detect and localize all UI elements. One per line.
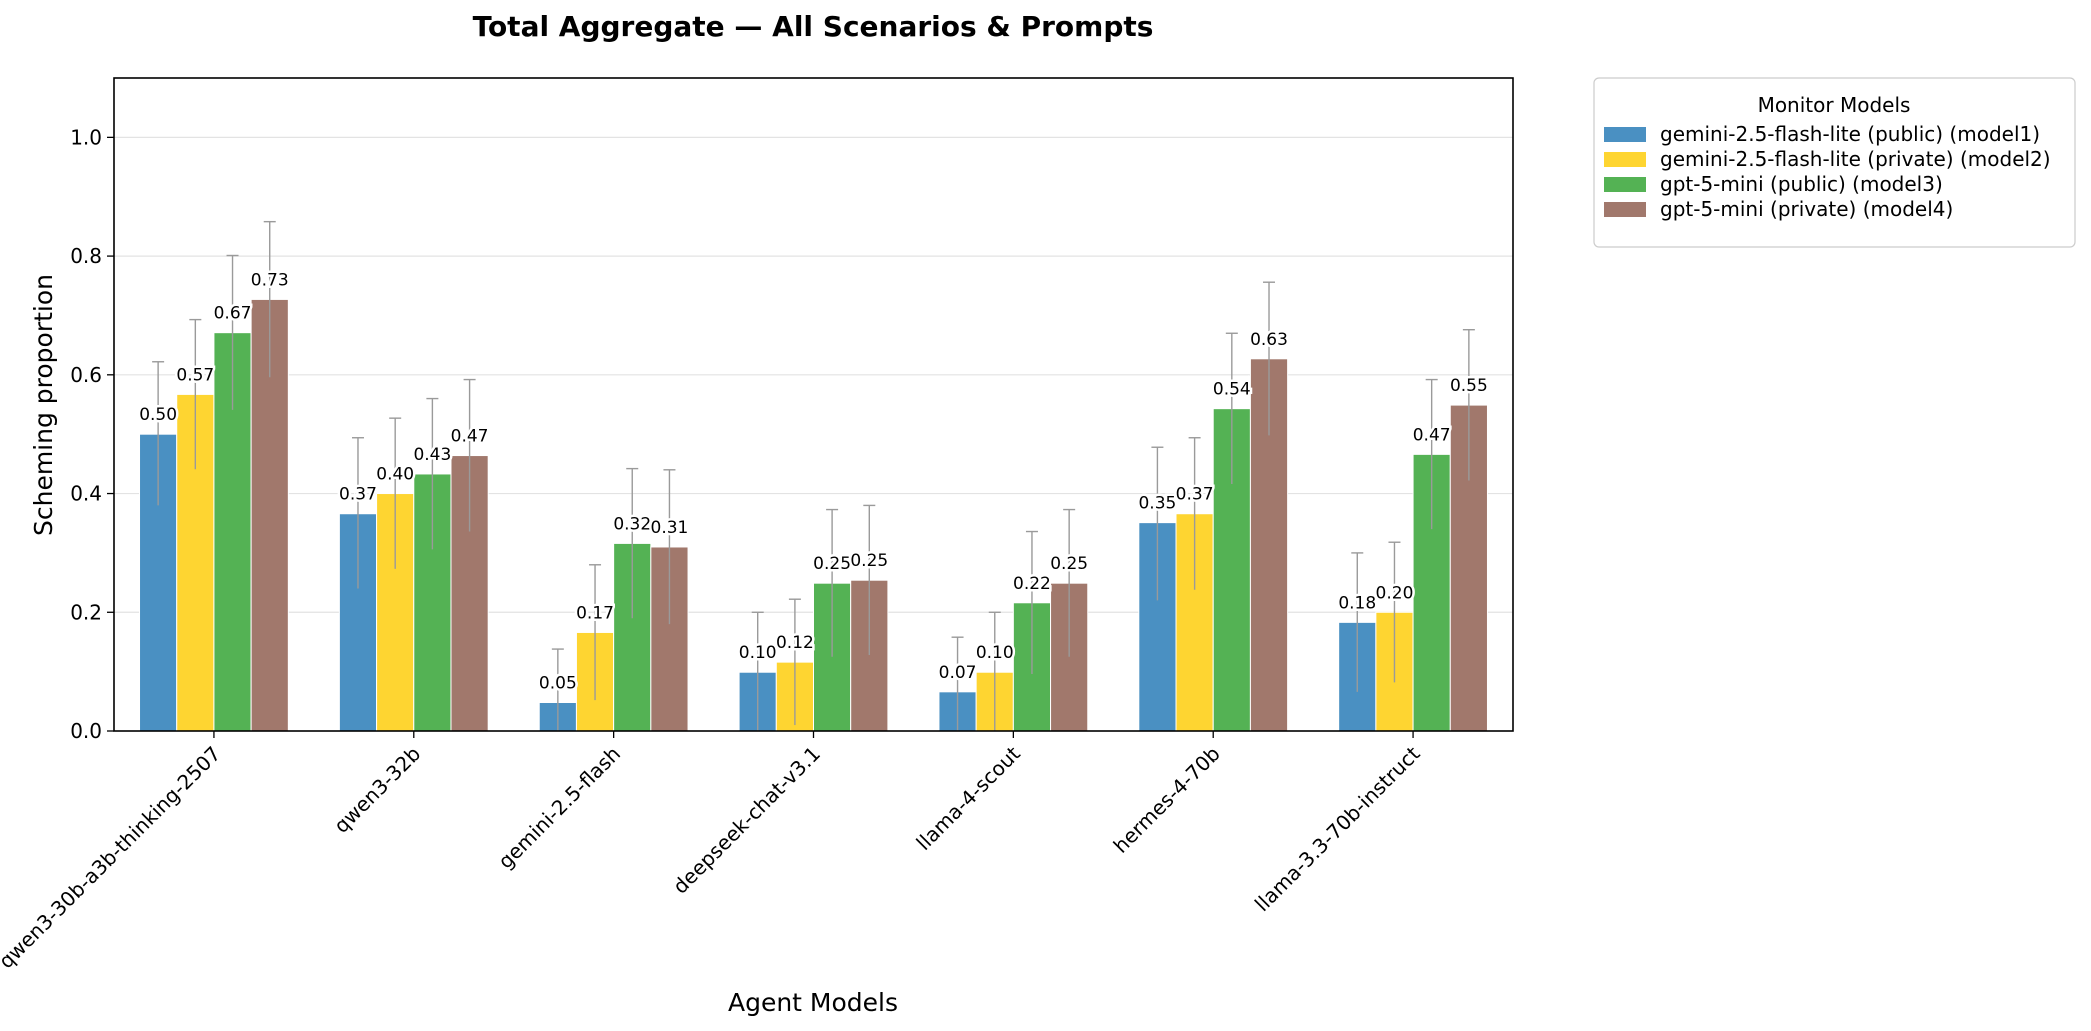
y-tick-label: 1.0	[70, 125, 102, 149]
data-label: 0.05	[539, 674, 577, 694]
data-label: 0.37	[1176, 485, 1214, 505]
data-label: 0.10	[739, 643, 777, 663]
data-label: 0.07	[939, 663, 977, 683]
legend-swatch	[1604, 152, 1646, 167]
x-tick-label: hermes-4-70b	[1109, 742, 1225, 858]
gridlines	[114, 136, 1513, 613]
y-tick-label: 0.8	[70, 244, 102, 268]
chart-title: Total Aggregate — All Scenarios & Prompt…	[473, 10, 1154, 43]
data-label: 0.18	[1338, 593, 1376, 613]
legend-swatch	[1604, 177, 1646, 192]
data-label: 0.17	[576, 603, 614, 623]
bars-group	[139, 298, 1488, 732]
y-tick-label: 0.0	[70, 719, 102, 743]
x-tick-label: llama-4-scout	[911, 741, 1025, 855]
legend-entry: gpt-5-mini (private) (model4)	[1660, 197, 1953, 221]
x-tick-label: gemini-2.5-flash	[493, 742, 625, 874]
data-label: 0.43	[413, 445, 451, 465]
data-label: 0.12	[776, 633, 814, 653]
legend: Monitor Models gemini-2.5-flash-lite (pu…	[1593, 77, 2076, 248]
data-label: 0.63	[1250, 330, 1288, 350]
data-label: 0.47	[451, 427, 489, 447]
x-tick-label: deepseek-chat-v3.1	[668, 742, 825, 899]
legend-swatch	[1604, 127, 1646, 142]
y-axis-ticks: 0.0 0.2 0.4 0.6 0.8 1.0	[70, 125, 114, 743]
data-label: 0.50	[139, 405, 177, 425]
legend-swatch	[1604, 202, 1646, 217]
data-label: 0.40	[376, 465, 414, 485]
data-labels-group: 0.500.570.670.730.370.400.430.470.050.17…	[137, 268, 1491, 696]
legend-box	[1593, 77, 2076, 248]
x-tick-label: llama-3.3-70b-instruct	[1250, 741, 1425, 916]
error-bars-group	[152, 220, 1475, 731]
y-tick-label: 0.6	[70, 363, 102, 387]
legend-entry: gemini-2.5-flash-lite (private) (model2)	[1660, 147, 2051, 171]
data-label: 0.25	[813, 554, 851, 574]
y-tick-label: 0.2	[70, 600, 102, 624]
data-label: 0.54	[1213, 380, 1251, 400]
data-label: 0.37	[339, 485, 377, 505]
legend-title: Monitor Models	[1758, 93, 1911, 117]
x-axis-ticks: qwen3-30b-a3b-thinking-2507 qwen3-32b gemi…	[0, 731, 1425, 973]
data-label: 0.20	[1376, 583, 1414, 603]
y-tick-label: 0.4	[70, 482, 102, 506]
data-label: 0.31	[651, 518, 689, 538]
data-label: 0.73	[251, 270, 289, 290]
data-label: 0.25	[1050, 554, 1088, 574]
legend-entry: gpt-5-mini (public) (model3)	[1660, 172, 1943, 196]
data-label: 0.25	[850, 551, 888, 571]
data-label: 0.32	[613, 514, 651, 534]
data-label: 0.67	[214, 304, 252, 324]
legend-entry: gemini-2.5-flash-lite (public) (model1)	[1660, 122, 2040, 146]
y-axis-label: Scheming proportion	[29, 274, 58, 536]
x-tick-label: qwen3-30b-a3b-thinking-2507	[0, 742, 225, 974]
x-axis-label: Agent Models	[728, 988, 898, 1017]
data-label: 0.22	[1013, 574, 1051, 594]
data-label: 0.47	[1413, 425, 1451, 445]
data-label: 0.10	[976, 643, 1014, 663]
data-label: 0.35	[1138, 494, 1176, 514]
x-tick-label: qwen3-32b	[329, 742, 425, 838]
data-label: 0.57	[176, 365, 214, 385]
data-label: 0.55	[1450, 376, 1488, 396]
